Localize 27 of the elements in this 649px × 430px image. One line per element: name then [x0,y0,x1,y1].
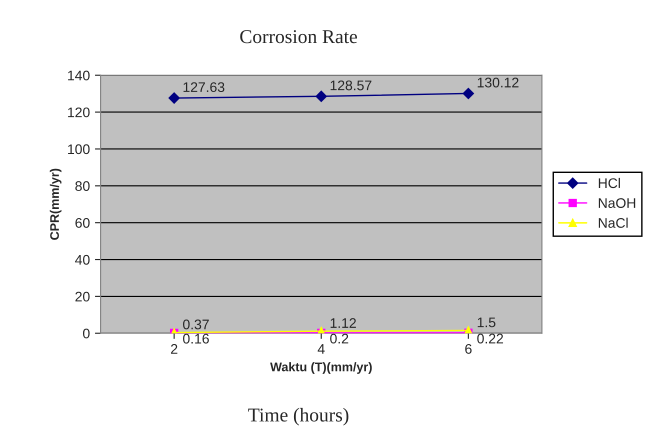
legend-label: HCl [598,178,620,188]
x-tick-label: 4 [318,344,325,354]
chart-title: Corrosion Rate [240,30,357,44]
data-label: 0.37 [183,320,209,330]
y-tick-label: 60 [75,218,90,228]
y-tick-label: 100 [68,144,90,154]
y-tick-label: 40 [75,254,90,265]
legend-label: NaCl [598,218,628,228]
data-label: 127.63 [184,82,224,92]
x-tick-label: 2 [170,344,178,354]
x-axis-title: Waktu (T)(mm/yr) [270,362,372,374]
data-label: 0.16 [183,334,209,344]
y-tick-label: 140 [68,70,90,80]
y-tick-label: 120 [68,107,90,118]
y-tick-label: 0 [82,328,90,338]
data-label: 0.22 [477,334,504,344]
data-label: 1.5 [478,318,496,328]
legend-label: NaOH [598,198,636,208]
x-tick-label: 6 [465,344,472,354]
y-axis-title: CPR(mm/yr) [50,168,62,240]
data-label: 128.57 [330,80,372,90]
text: Time (hours) [248,408,348,426]
data-label: 0.2 [330,334,348,344]
y-tick-label: 20 [75,292,90,302]
y-tick-label: 80 [75,181,90,191]
data-label: 1.12 [330,318,356,328]
data-label: 130.12 [478,78,518,88]
